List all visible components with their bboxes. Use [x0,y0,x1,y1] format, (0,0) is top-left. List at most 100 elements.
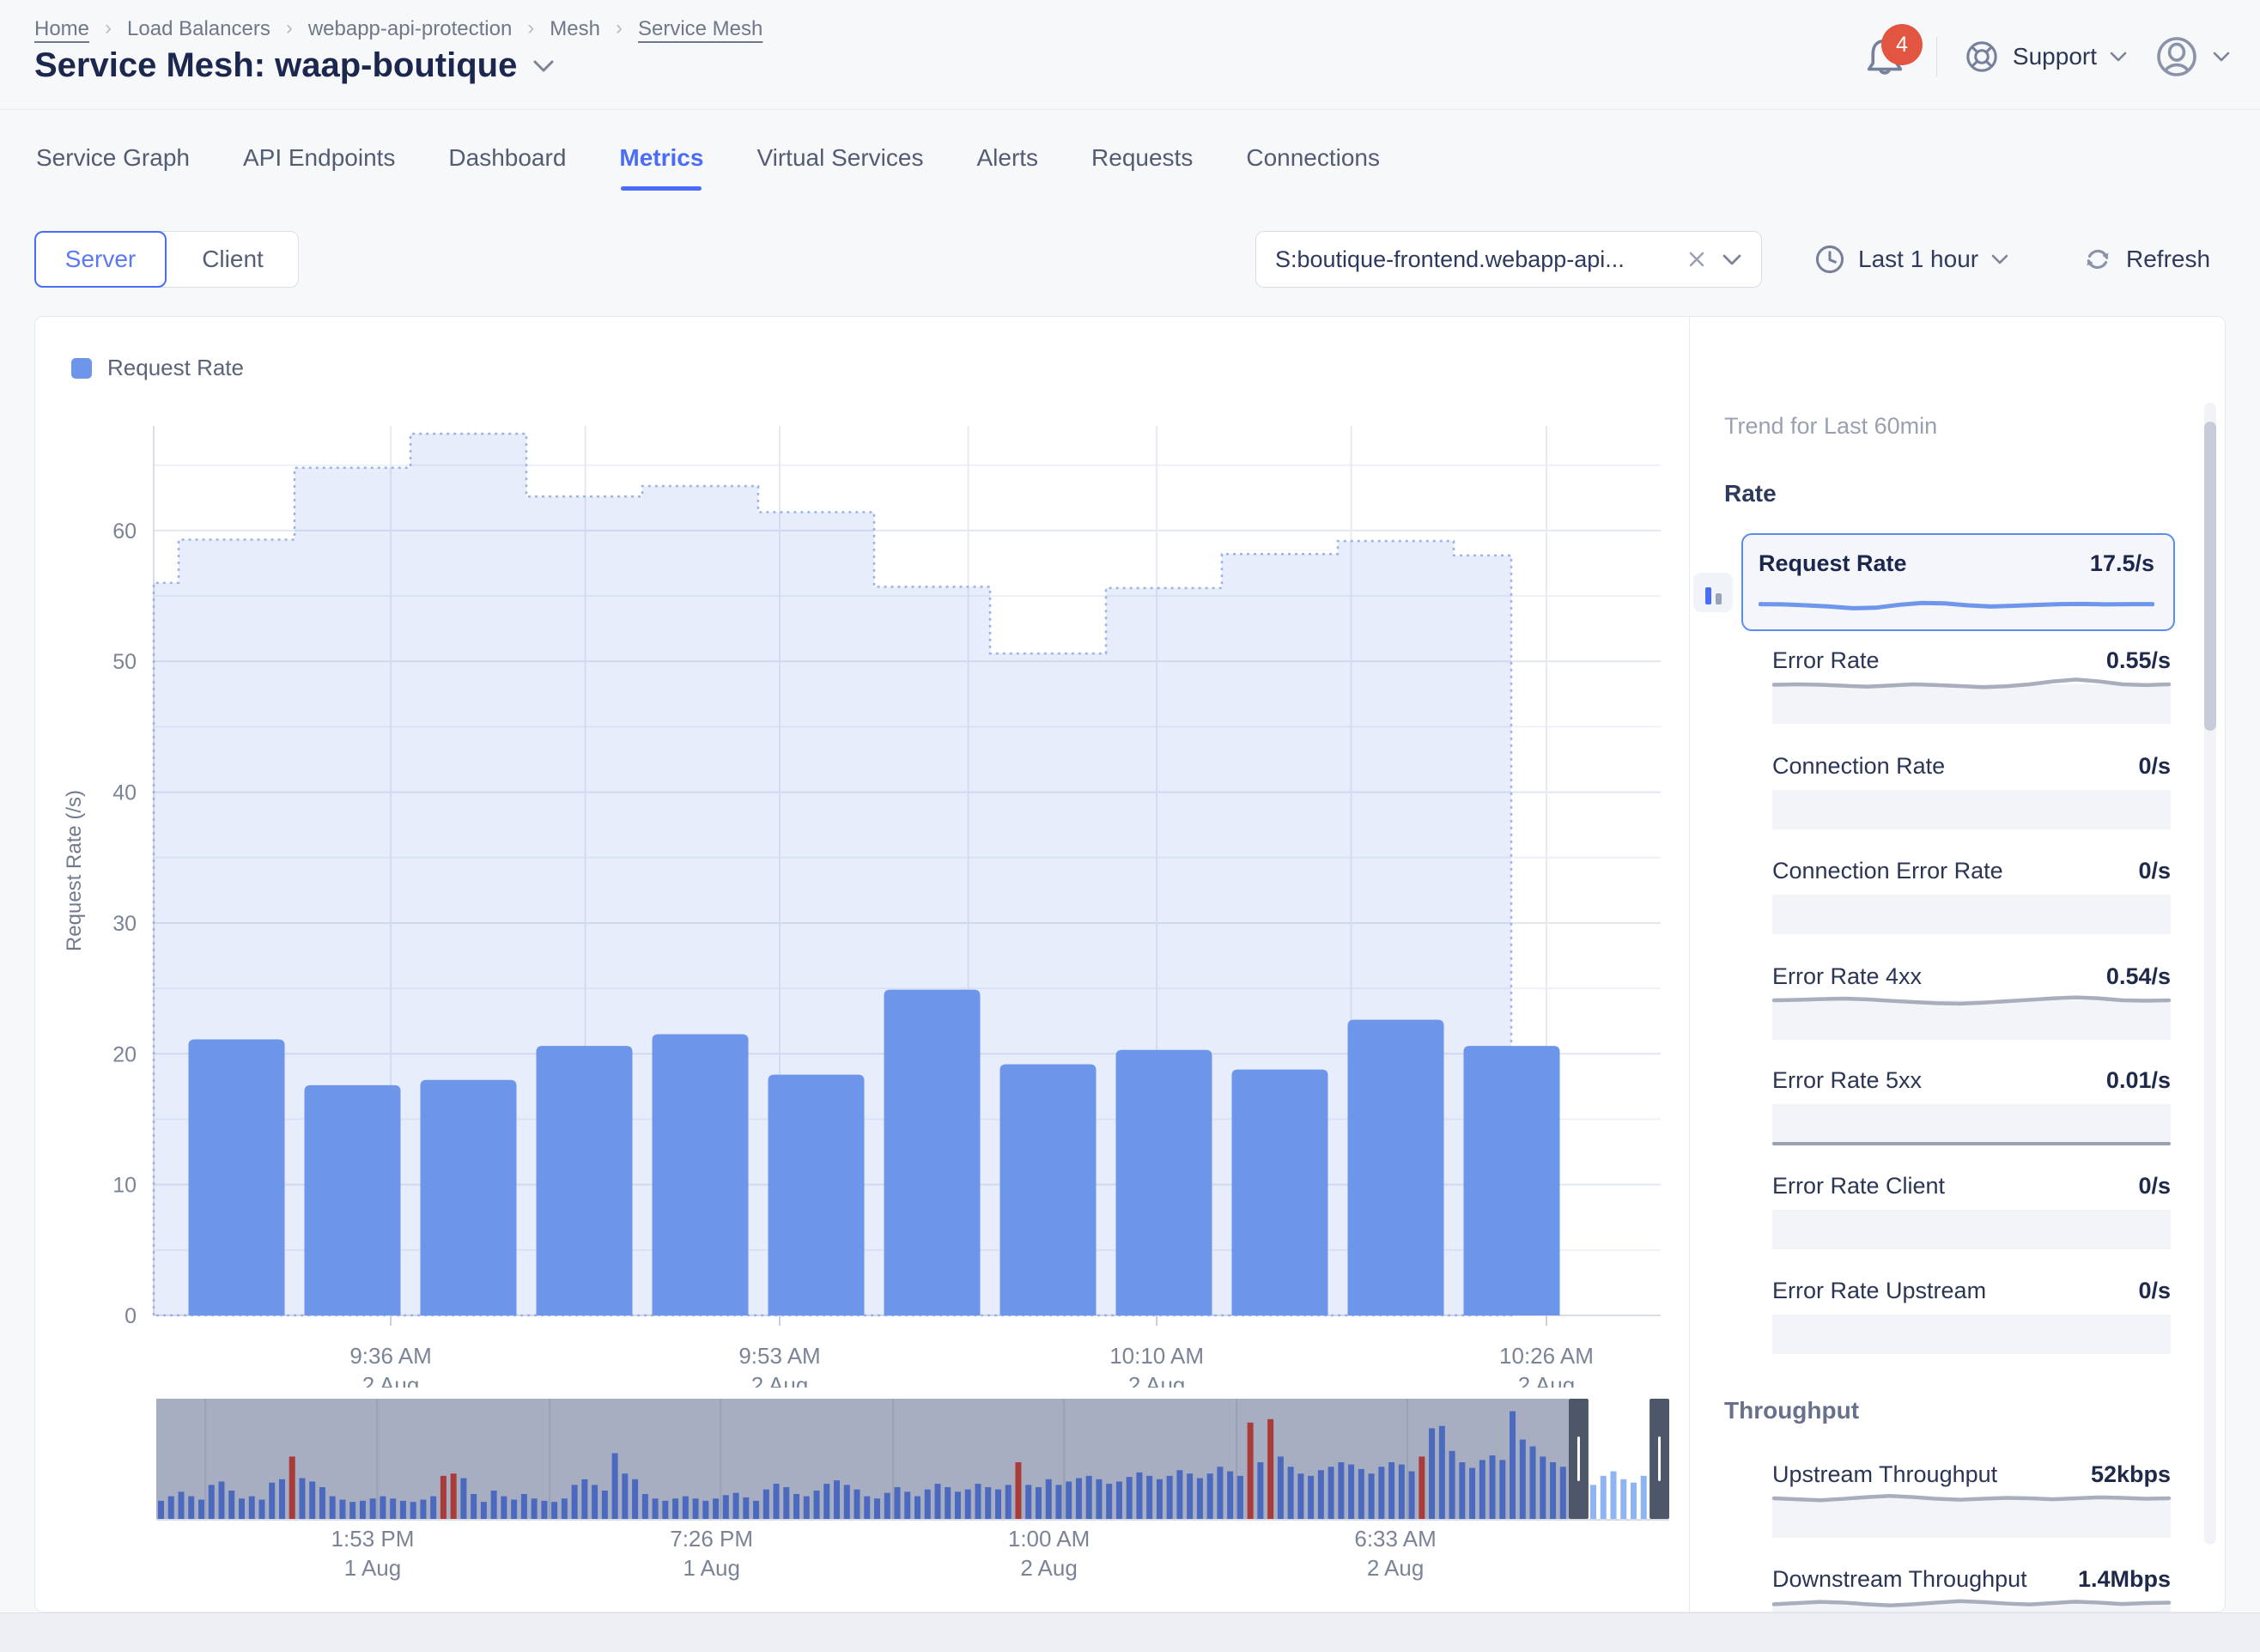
metric-row-error-rate-4xx[interactable]: Error Rate 4xx0.54/s [1772,963,2171,1040]
brush-bar [1127,1477,1133,1519]
account-menu[interactable] [2154,33,2231,80]
brush-bar [218,1481,224,1519]
chart-legend[interactable]: Request Rate [71,355,244,381]
service-selector[interactable]: S:boutique-frontend.webapp-api... [1255,231,1762,288]
request-rate-bar[interactable] [1000,1064,1097,1315]
brush-bar [1530,1447,1536,1519]
request-rate-chart[interactable]: 9:36 AM2 Aug9:53 AM2 Aug10:10 AM2 Aug10:… [68,426,1669,1388]
time-range-chevron-down-icon [1990,253,2009,265]
tab-dashboard[interactable]: Dashboard [448,144,566,191]
brush-error-bar [1419,1456,1425,1519]
selector-chevron-down-icon[interactable] [1722,253,1742,266]
legend-swatch-request-rate [71,358,92,379]
request-rate-bar[interactable] [1464,1046,1560,1315]
sidebar-scrollbar-thumb[interactable] [2204,422,2216,731]
brush-bar [521,1494,527,1519]
brush-bar [158,1501,164,1519]
request-rate-bar[interactable] [537,1046,633,1315]
brush-bar [1055,1485,1061,1519]
brush-bar [733,1493,739,1519]
y-tick-label: 50 [112,650,137,674]
request-rate-bar[interactable] [1232,1070,1328,1315]
title-chevron-down-icon[interactable] [532,59,555,73]
breadcrumb-item-service-mesh[interactable]: Service Mesh [638,17,762,41]
brush-bar [279,1479,285,1519]
metric-row-connection-rate[interactable]: Connection Rate0/s [1772,753,2171,829]
time-brush-chart[interactable]: 1:53 PM1 Aug7:26 PM1 Aug1:00 AM2 Aug6:33… [156,1399,1669,1596]
header-actions: 4 Support [1862,22,2231,91]
request-rate-bar[interactable] [421,1080,517,1315]
brush-bar [1288,1467,1294,1519]
brush-error-bar [1015,1462,1021,1519]
sparkline [1772,1483,2171,1514]
refresh-button[interactable]: Refresh [2081,231,2210,288]
clear-selection-icon[interactable] [1687,250,1706,269]
brush-bar [743,1497,749,1519]
metric-row-connection-error-rate[interactable]: Connection Error Rate0/s [1772,858,2171,934]
tab-requests[interactable]: Requests [1091,144,1193,191]
page-title-row: Service Mesh: waap-boutique [34,46,555,85]
brush-bar [370,1498,376,1519]
brush-bar [511,1500,517,1519]
life-ring-icon [1963,38,2001,76]
metric-row-error-rate-5xx[interactable]: Error Rate 5xx0.01/s [1772,1067,2171,1144]
brush-bar [168,1497,174,1519]
x-tick-label: 10:10 AM [1109,1343,1204,1369]
brush-bar [1046,1479,1052,1519]
breadcrumb-item-webapp-api-protection[interactable]: webapp-api-protection [308,17,512,41]
breadcrumb-item-load-balancers[interactable]: Load Balancers [127,17,270,41]
brush-bar [1237,1476,1243,1519]
brush-bar [1136,1473,1142,1519]
y-tick-label: 40 [112,781,137,805]
metric-row-error-rate[interactable]: Error Rate0.55/s [1772,647,2171,724]
brush-handle-left[interactable] [1569,1399,1589,1519]
breadcrumb-item-mesh[interactable]: Mesh [550,17,600,41]
tab-service-graph[interactable]: Service Graph [36,144,190,191]
metric-card-request-rate[interactable]: Request Rate17.5/s [1741,533,2175,631]
sparkline [1772,669,2171,700]
metric-row-error-rate-client[interactable]: Error Rate Client0/s [1772,1173,2171,1249]
request-rate-bar[interactable] [653,1034,749,1315]
notifications-button[interactable]: 4 [1862,33,1911,81]
service-selector-value: S:boutique-frontend.webapp-api... [1275,246,1672,273]
support-menu[interactable]: Support [1963,38,2128,76]
brush-handle-right[interactable] [1649,1399,1669,1519]
brush-tick-sublabel: 2 Aug [1367,1555,1425,1581]
section-header-throughput: Throughput [1724,1397,1859,1424]
tab-api-endpoints[interactable]: API Endpoints [243,144,395,191]
time-range-selector[interactable]: Last 1 hour [1813,231,2009,288]
request-rate-bar[interactable] [1348,1020,1444,1315]
brush-bar [1409,1472,1415,1519]
request-rate-bar[interactable] [769,1075,865,1315]
request-rate-bar[interactable] [1116,1050,1212,1315]
metric-row-error-rate-upstream[interactable]: Error Rate Upstream0/s [1772,1278,2171,1354]
metric-trend-block [1772,1210,2171,1249]
metric-value: 0.01/s [2106,1067,2171,1094]
request-rate-bar[interactable] [305,1085,401,1315]
brush-bar [562,1498,568,1519]
breadcrumb-separator: › [527,16,534,40]
brush-bar [198,1500,204,1519]
tab-metrics[interactable]: Metrics [619,144,703,191]
tab-connections[interactable]: Connections [1246,144,1380,191]
toggle-server-button[interactable]: Server [34,231,167,288]
brush-bar [1176,1470,1182,1519]
request-rate-bar[interactable] [189,1040,285,1315]
metric-trend-block [1772,1315,2171,1354]
brush-bar [1540,1456,1546,1519]
metric-row-upstream-throughput[interactable]: Upstream Throughput52kbps [1772,1461,2171,1538]
bar-chart-icon[interactable] [1693,573,1733,612]
toggle-client-button[interactable]: Client [158,231,299,288]
tab-virtual-services[interactable]: Virtual Services [756,144,923,191]
brush-bar [1197,1478,1203,1519]
brush-bar [1036,1487,1042,1519]
tab-alerts[interactable]: Alerts [976,144,1038,191]
brush-bar [814,1491,820,1519]
brush-bar [1005,1485,1012,1519]
brush-bar [934,1484,940,1519]
breadcrumb-item-home[interactable]: Home [34,17,89,41]
y-tick-label: 30 [112,912,137,936]
request-rate-bar[interactable] [884,990,981,1315]
brush-bar [269,1483,275,1519]
metric-row-downstream-throughput[interactable]: Downstream Throughput1.4Mbps [1772,1566,2171,1612]
